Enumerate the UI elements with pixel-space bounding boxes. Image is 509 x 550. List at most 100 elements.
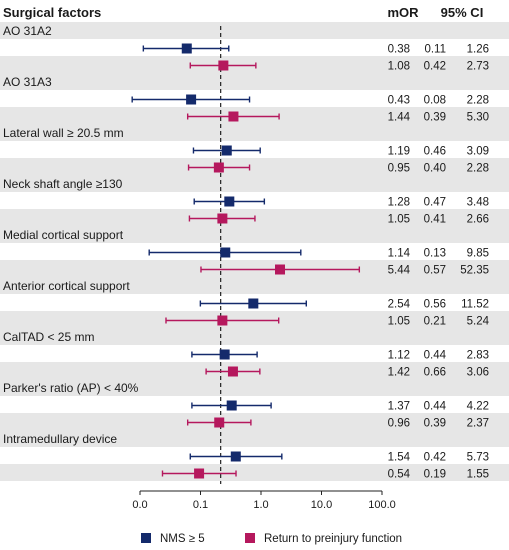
group-band [0, 73, 509, 90]
group-label: AO 31A2 [3, 24, 52, 38]
ci-high-value: 3.48 [467, 197, 489, 209]
estimate-point-nms [186, 94, 197, 105]
ci-high-value: 2.83 [467, 350, 489, 362]
estimate-point-return [228, 111, 239, 122]
legend: NMS ≥ 5 Return to preinjury function [141, 533, 402, 545]
row-band [0, 464, 509, 481]
ci-low-value: 0.41 [424, 214, 446, 226]
legend-label-nms: NMS ≥ 5 [160, 533, 205, 545]
ci-low-value: 0.44 [424, 350, 447, 362]
estimate-point-nms [219, 349, 230, 360]
estimate-point-nms [226, 400, 237, 411]
estimate-point-nms [221, 145, 232, 156]
x-tick-label: 10.0 [311, 499, 332, 511]
estimate-point-return [218, 60, 229, 71]
estimate-point-return [227, 366, 238, 377]
header-mor: mOR [387, 5, 419, 20]
x-tick-label: 1.0 [253, 499, 268, 511]
group-label: Anterior cortical support [3, 279, 130, 293]
group-label: Neck shaft angle ≥130 [3, 177, 123, 191]
row-band [0, 56, 509, 73]
ci-low-value: 0.42 [424, 61, 446, 73]
mor-value: 1.05 [388, 316, 410, 328]
row-band [0, 362, 509, 379]
x-tick-label: 0.0 [132, 499, 147, 511]
ci-high-value: 5.73 [467, 452, 489, 464]
ci-high-value: 52.35 [460, 265, 489, 277]
ci-high-value: 2.66 [467, 214, 489, 226]
mor-value: 1.37 [388, 401, 410, 413]
ci-low-value: 0.13 [424, 248, 446, 260]
row-band [0, 158, 509, 175]
mor-value: 1.19 [388, 146, 410, 158]
ci-high-value: 2.37 [467, 418, 489, 430]
estimate-point-return [217, 315, 228, 326]
group-band [0, 430, 509, 447]
ci-low-value: 0.11 [424, 44, 446, 56]
group-labels: AO 31A2 AO 31A3 Lateral wall ≥ 20.5 mm Neck… [3, 24, 139, 446]
group-band [0, 226, 509, 243]
estimate-point-nms [181, 43, 192, 54]
ci-high-value: 2.28 [467, 95, 489, 107]
group-band [0, 379, 509, 396]
group-label: Intramedullary device [3, 432, 117, 446]
ci-high-value: 2.73 [467, 61, 489, 73]
row-band [0, 260, 509, 277]
mor-value: 1.14 [388, 248, 411, 260]
group-band [0, 277, 509, 294]
group-label: Parker's ratio (AP) < 40% [3, 381, 139, 395]
ci-high-value: 11.52 [461, 299, 489, 311]
mor-value: 5.44 [388, 265, 411, 277]
mor-value: 1.12 [388, 350, 410, 362]
value-columns: 0.38 0.11 1.26 1.08 0.42 2.73 0.43 0.08 2.28 1.44… [388, 44, 490, 481]
ci-low-value: 0.44 [424, 401, 447, 413]
mor-value: 1.28 [388, 197, 410, 209]
group-band [0, 124, 509, 141]
x-tick-label: 0.1 [193, 499, 208, 511]
row-band [0, 311, 509, 328]
ci-low-value: 0.66 [424, 367, 446, 379]
ci-low-value: 0.57 [424, 265, 446, 277]
ci-low-value: 0.21 [424, 316, 446, 328]
legend-label-return: Return to preinjury function [264, 533, 402, 545]
ci-high-value: 5.24 [467, 316, 490, 328]
mor-value: 1.08 [388, 61, 410, 73]
estimate-point-return [275, 264, 286, 275]
ci-high-value: 3.09 [467, 146, 489, 158]
estimate-point-return [213, 162, 224, 173]
legend-swatch-nms [141, 533, 151, 543]
estimate-point-return [194, 468, 205, 479]
ci-high-value: 1.55 [467, 469, 489, 481]
ci-low-value: 0.19 [424, 469, 446, 481]
ci-high-value: 9.85 [467, 248, 489, 260]
ci-high-value: 4.22 [467, 401, 489, 413]
estimate-point-return [217, 213, 228, 224]
ci-low-value: 0.42 [424, 452, 446, 464]
mor-value: 0.38 [388, 44, 410, 56]
estimate-point-nms [248, 298, 259, 309]
estimate-point-nms [220, 247, 231, 258]
group-band [0, 175, 509, 192]
row-bands [0, 22, 509, 481]
estimate-point-nms [230, 451, 241, 462]
legend-swatch-return [245, 533, 255, 543]
group-label: AO 31A3 [3, 75, 52, 89]
estimate-point-nms [224, 196, 235, 207]
group-label: Lateral wall ≥ 20.5 mm [3, 126, 124, 140]
mor-value: 1.54 [388, 452, 411, 464]
mor-value: 0.43 [388, 95, 410, 107]
mor-value: 0.96 [388, 418, 410, 430]
mor-value: 2.54 [388, 299, 411, 311]
mor-value: 0.95 [388, 163, 410, 175]
ci-low-value: 0.39 [424, 418, 446, 430]
mor-value: 1.44 [388, 112, 411, 124]
row-band [0, 413, 509, 430]
ci-high-value: 5.30 [467, 112, 489, 124]
x-tick-label: 100.0 [368, 499, 396, 511]
ci-high-value: 3.06 [467, 367, 489, 379]
group-band [0, 328, 509, 345]
mor-value: 1.42 [388, 367, 410, 379]
ci-low-value: 0.47 [424, 197, 446, 209]
mor-value: 0.54 [388, 469, 411, 481]
